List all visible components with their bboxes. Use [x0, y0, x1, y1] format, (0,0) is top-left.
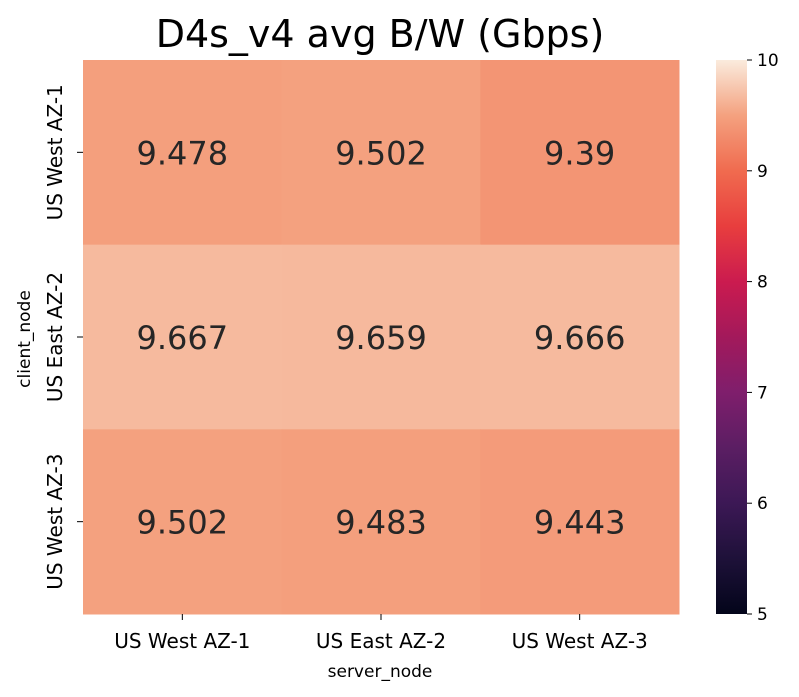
cell-value-label: 9.502: [335, 134, 427, 172]
x-tick-label: US East AZ-2: [316, 629, 446, 653]
y-tick-label: US West AZ-3: [43, 454, 67, 590]
y-axis-ticks: US West AZ-1 US East AZ-2 US West AZ-3: [43, 84, 83, 590]
x-tick-label: US West AZ-1: [114, 629, 250, 653]
cell-value-label: 9.667: [137, 319, 229, 357]
colorbar-tick-label: 5: [757, 605, 768, 625]
heatmap-cell: [480, 60, 680, 246]
cell-value-label: 9.443: [534, 504, 626, 542]
heatmap-value-labels: 9.478 9.502 9.39 9.667 9.659 9.666 9.502 9.483 9…: [137, 134, 626, 541]
colorbar-tick-label: 9: [757, 162, 768, 182]
heatmap-cell: [83, 429, 283, 615]
cell-value-label: 9.502: [137, 504, 229, 542]
colorbar: [716, 60, 747, 614]
colorbar-ticks: 5 6 7 8 9 10: [747, 51, 779, 625]
cell-value-label: 9.666: [534, 319, 626, 357]
heatmap-cell: [480, 429, 680, 615]
colorbar-tick-label: 7: [757, 383, 768, 403]
heatmap-cells: [83, 60, 680, 615]
y-axis-label: client_node: [15, 290, 35, 388]
heatmap-cell: [83, 60, 283, 246]
x-tick-label: US West AZ-3: [512, 629, 648, 653]
heatmap-cell: [281, 429, 481, 615]
cell-value-label: 9.478: [137, 134, 229, 172]
heatmap-cell: [83, 244, 283, 430]
x-axis-label: server_node: [328, 662, 433, 682]
heatmap-cell: [281, 60, 481, 246]
colorbar-tick-label: 6: [757, 494, 768, 514]
y-tick-label: US East AZ-2: [43, 272, 67, 402]
chart-title: D4s_v4 avg B/W (Gbps): [156, 12, 605, 56]
colorbar-tick-label: 8: [757, 273, 768, 293]
y-tick-label: US West AZ-1: [43, 84, 67, 220]
colorbar-tick-label: 10: [757, 51, 779, 71]
heatmap-cell: [480, 244, 680, 430]
cell-value-label: 9.39: [544, 134, 615, 172]
heatmap-cell: [281, 244, 481, 430]
x-axis-ticks: US West AZ-1 US East AZ-2 US West AZ-3: [114, 614, 648, 653]
cell-value-label: 9.659: [335, 319, 427, 357]
cell-value-label: 9.483: [335, 504, 427, 542]
